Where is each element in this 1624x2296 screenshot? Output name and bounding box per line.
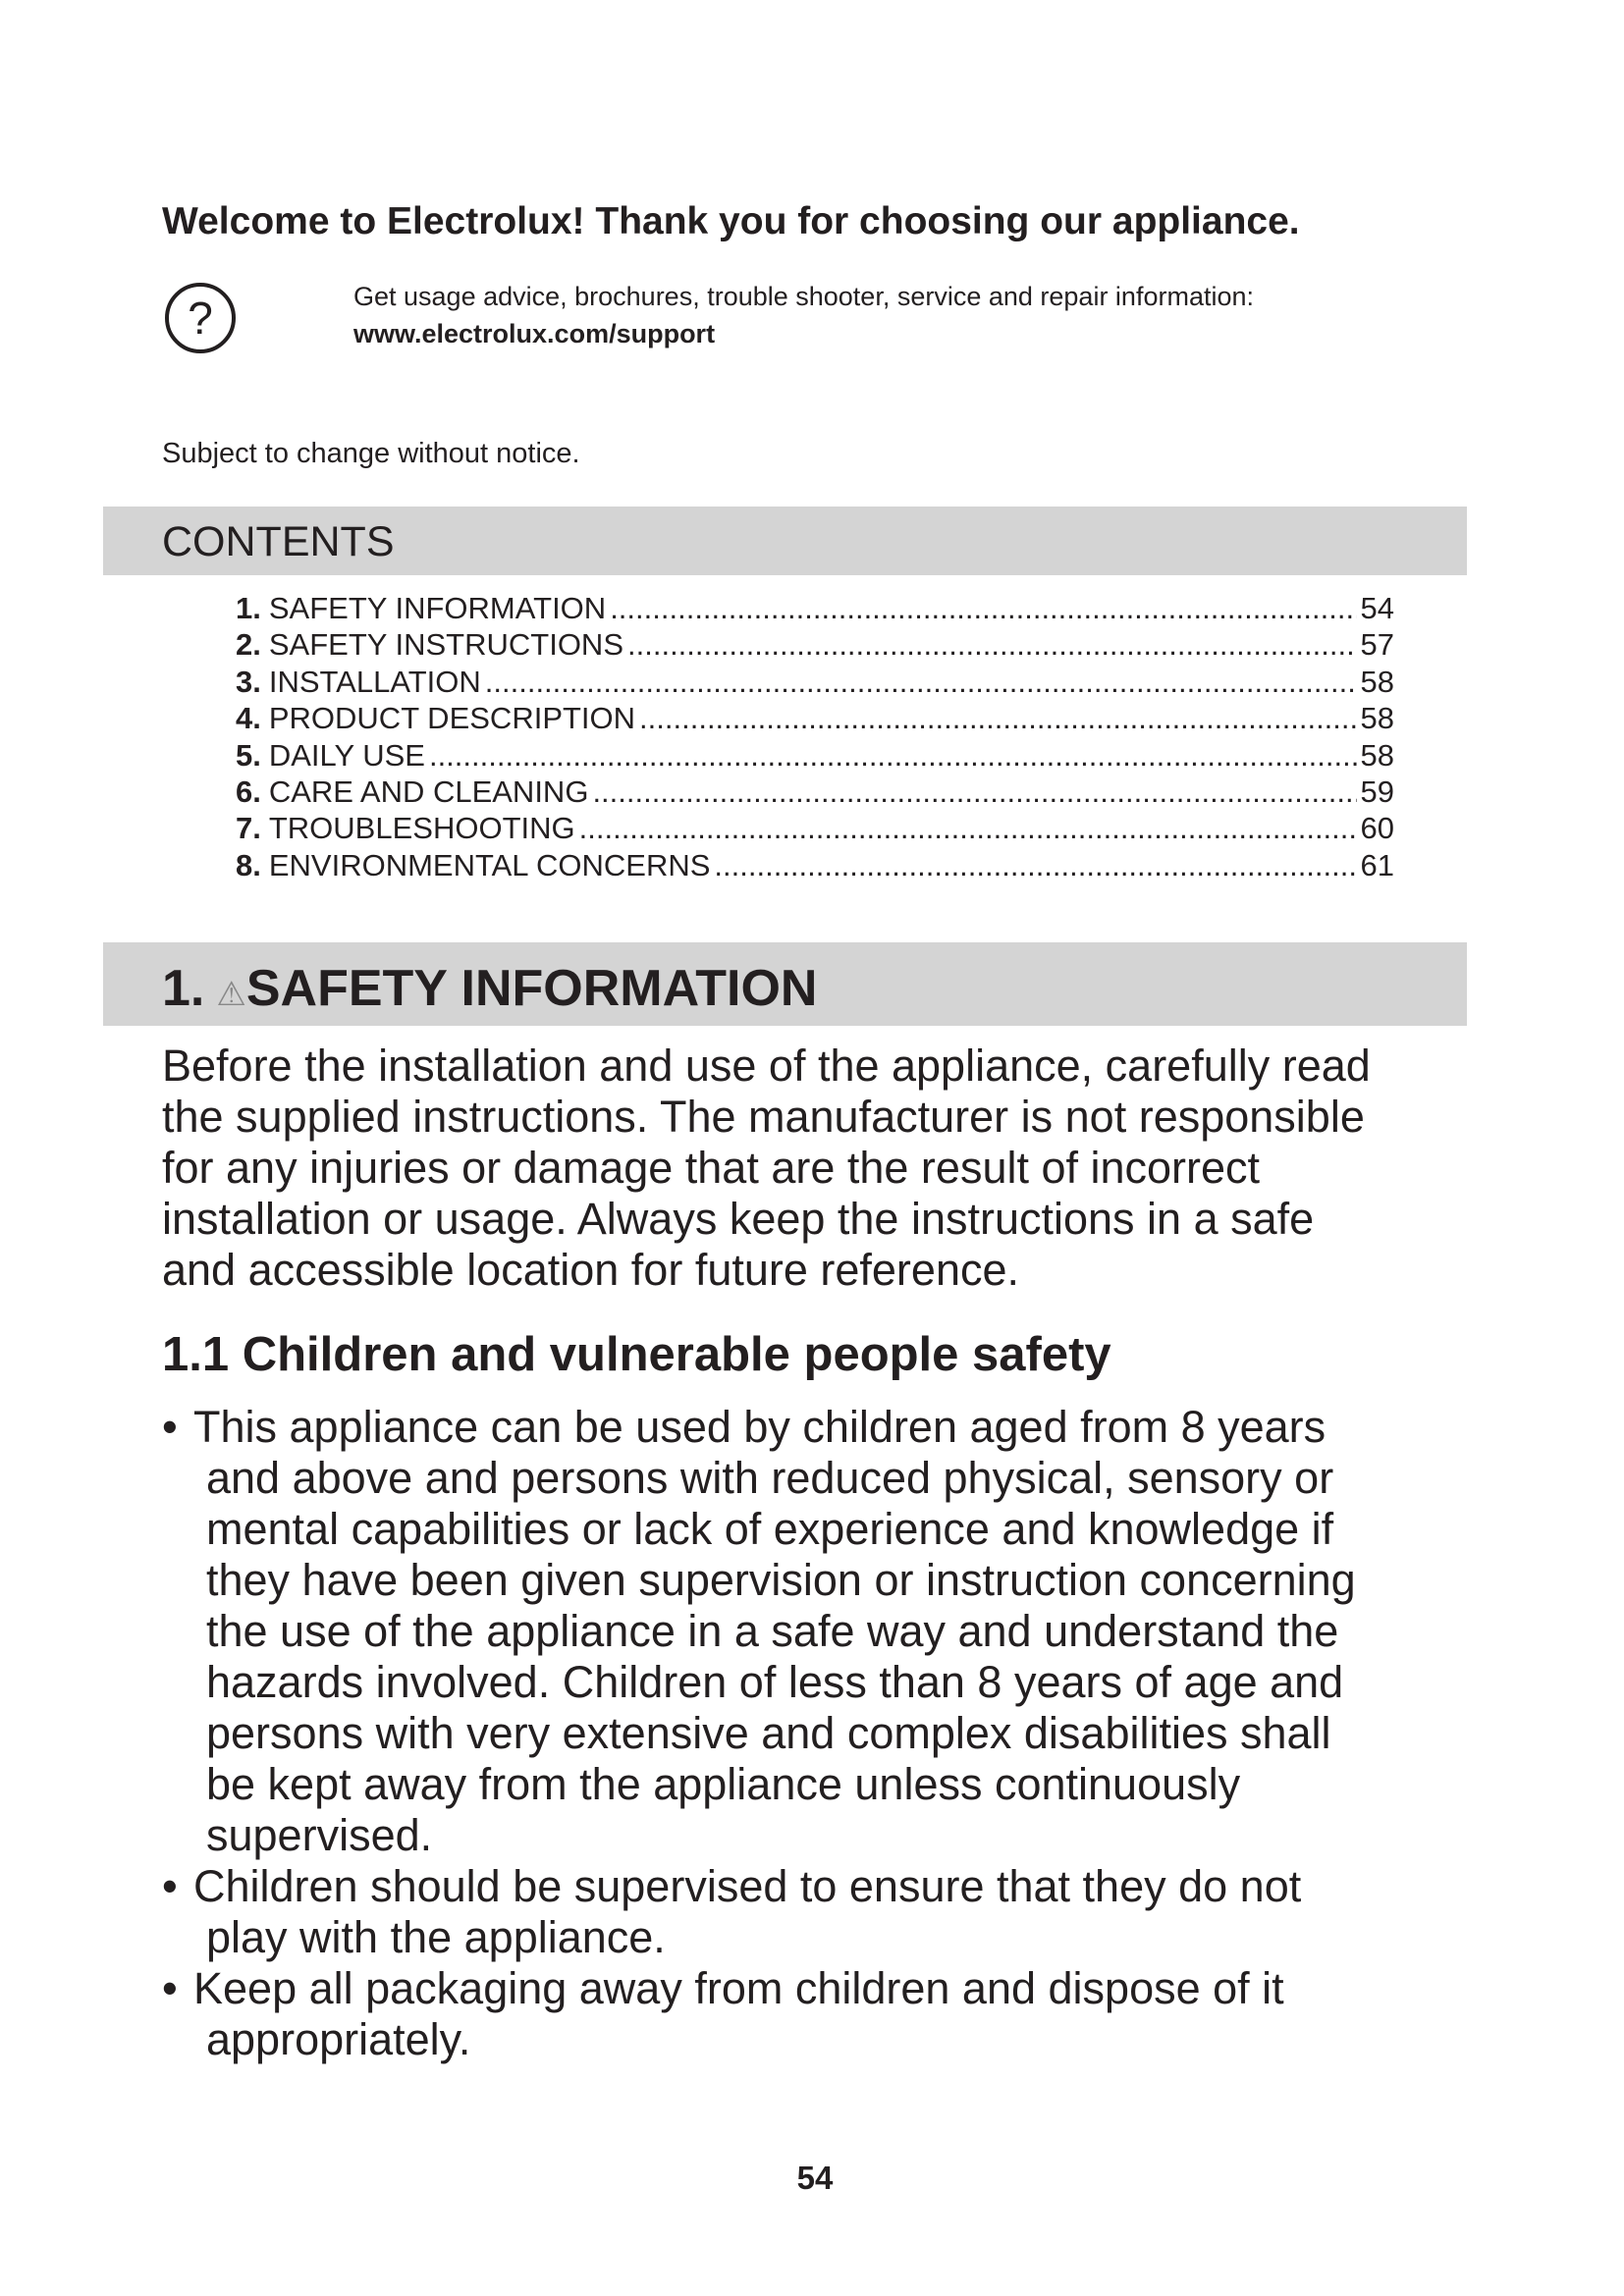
bullet-line: mental capabilities or lack of experienc…	[206, 1504, 1334, 1554]
bullet-icon: •	[162, 1861, 178, 1911]
welcome-heading: Welcome to Electrolux! Thank you for cho…	[162, 200, 1300, 242]
toc-item[interactable]: 4.PRODUCT DESCRIPTION 58	[236, 701, 1394, 737]
bullet-line: and above and persons with reduced physi…	[206, 1453, 1334, 1503]
toc-label: INSTALLATION	[268, 664, 481, 699]
toc-leader-dots	[579, 811, 1357, 846]
toc-page: 61	[1360, 847, 1394, 882]
toc-page: 54	[1360, 591, 1394, 625]
question-circle-icon: ?	[165, 283, 236, 353]
toc-number: 3.	[236, 664, 261, 699]
paragraph-line: and accessible location for future refer…	[162, 1245, 1019, 1295]
toc-leader-dots	[610, 591, 1356, 626]
toc-item[interactable]: 1.SAFETY INFORMATION 54	[236, 591, 1394, 627]
warning-triangle-icon: ⚠	[216, 976, 246, 1013]
bullet-line: persons with very extensive and complex …	[206, 1708, 1331, 1758]
toc-item[interactable]: 2.SAFETY INSTRUCTIONS 57	[236, 627, 1394, 664]
intro-paragraph: Before the installation and use of the a…	[162, 1041, 1371, 1296]
toc-item[interactable]: 6.CARE AND CLEANING 59	[236, 774, 1394, 811]
bullet-first-line: • Keep all packaging away from children a…	[162, 1963, 1356, 2014]
support-link[interactable]: www.electrolux.com/support	[353, 319, 716, 348]
toc-leader-dots	[485, 665, 1357, 700]
toc-page: 60	[1360, 811, 1394, 846]
toc-page: 59	[1360, 774, 1394, 809]
table-of-contents: 1.SAFETY INFORMATION542.SAFETY INSTRUCTI…	[236, 591, 1394, 884]
bullet-first-line: • This appliance can be used by children …	[162, 1402, 1356, 1453]
toc-label: TROUBLESHOOTING	[268, 811, 575, 846]
bullet-line: play with the appliance.	[206, 1912, 666, 1962]
bullet-line: be kept away from the appliance unless c…	[206, 1759, 1241, 1809]
toc-page: 58	[1360, 664, 1394, 699]
section-title: 1. ⚠ SAFETY INFORMATION	[162, 959, 817, 1018]
bullet-icon: •	[162, 1402, 178, 1452]
toc-number: 6.	[236, 774, 261, 809]
bullet-item: • Keep all packaging away from children a…	[162, 1963, 1356, 2065]
bullet-text: Children should be supervised to ensure …	[193, 1861, 1302, 1911]
paragraph-line: Before the installation and use of the a…	[162, 1041, 1371, 1091]
toc-leader-dots	[592, 774, 1356, 810]
support-description: Get usage advice, brochures, trouble sho…	[353, 282, 1254, 311]
bullet-item: • This appliance can be used by children …	[162, 1402, 1356, 1861]
toc-number: 1.	[236, 591, 261, 625]
bullet-line: appropriately.	[206, 2014, 471, 2064]
toc-item[interactable]: 5.DAILY USE 58	[236, 738, 1394, 774]
toc-page: 58	[1360, 701, 1394, 736]
bullet-line: hazards involved. Children of less than …	[206, 1657, 1344, 1707]
toc-label: ENVIRONMENTAL CONCERNS	[268, 847, 711, 882]
contents-title: CONTENTS	[162, 518, 395, 565]
toc-leader-dots	[714, 848, 1356, 883]
bullet-item: • Children should be supervised to ensure…	[162, 1861, 1356, 1963]
support-info: Get usage advice, brochures, trouble sho…	[353, 278, 1254, 352]
toc-item[interactable]: 8.ENVIRONMENTAL CONCERNS 61	[236, 848, 1394, 884]
change-notice: Subject to change without notice.	[162, 438, 580, 469]
contents-header-band: CONTENTS	[103, 507, 1467, 575]
toc-number: 7.	[236, 811, 261, 846]
toc-label: SAFETY INFORMATION	[268, 591, 607, 625]
paragraph-line: for any injuries or damage that are the …	[162, 1143, 1261, 1193]
bullet-text: Keep all packaging away from children an…	[193, 1963, 1284, 2013]
section-header-band: 1. ⚠ SAFETY INFORMATION	[103, 942, 1467, 1026]
paragraph-line: installation or usage. Always keep the i…	[162, 1194, 1315, 1244]
toc-label: SAFETY INSTRUCTIONS	[268, 627, 623, 663]
page-number: 54	[796, 2160, 834, 2196]
toc-label: PRODUCT DESCRIPTION	[268, 701, 636, 736]
toc-number: 2.	[236, 627, 261, 663]
section-title-text: SAFETY INFORMATION	[245, 960, 818, 1017]
bullet-line: supervised.	[206, 1810, 433, 1860]
subsection-heading: 1.1 Children and vulnerable people safet…	[162, 1328, 1111, 1381]
toc-label: DAILY USE	[268, 737, 425, 773]
bullet-line: they have been given supervision or inst…	[206, 1555, 1356, 1605]
paragraph-line: the supplied instructions. The manufactu…	[162, 1092, 1365, 1142]
bullet-line: the use of the appliance in a safe way a…	[206, 1606, 1339, 1656]
toc-label: CARE AND CLEANING	[268, 774, 589, 809]
toc-number: 5.	[236, 737, 261, 773]
bullet-list: • This appliance can be used by children …	[162, 1402, 1356, 2065]
toc-leader-dots	[639, 701, 1356, 736]
toc-leader-dots	[429, 738, 1357, 774]
bullet-first-line: • Children should be supervised to ensure…	[162, 1861, 1356, 1912]
toc-number: 8.	[236, 847, 261, 882]
toc-page: 57	[1360, 627, 1394, 663]
toc-number: 4.	[236, 701, 261, 736]
toc-leader-dots	[627, 627, 1357, 663]
section-number: 1.	[162, 960, 205, 1017]
toc-item[interactable]: 7.TROUBLESHOOTING 60	[236, 811, 1394, 847]
bullet-text: This appliance can be used by children a…	[193, 1402, 1326, 1452]
bullet-icon: •	[162, 1963, 178, 2013]
toc-item[interactable]: 3.INSTALLATION 58	[236, 665, 1394, 701]
toc-page: 58	[1360, 737, 1394, 773]
